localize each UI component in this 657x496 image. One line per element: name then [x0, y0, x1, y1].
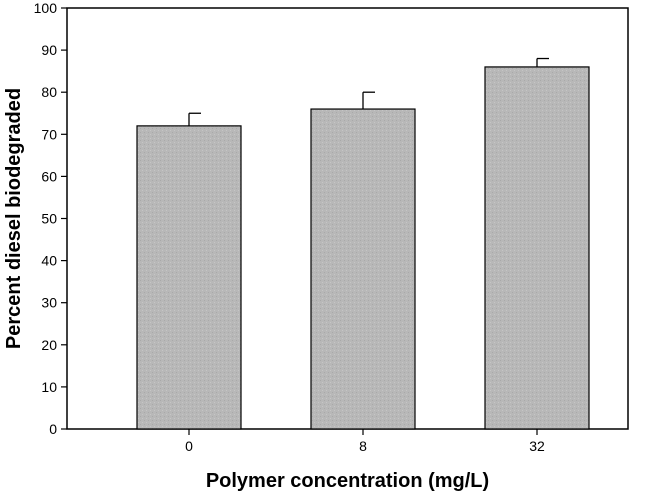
y-tick-label: 50	[41, 211, 57, 227]
bar-32	[484, 66, 590, 430]
y-tick-label: 70	[41, 126, 57, 142]
y-tick-label: 100	[34, 0, 58, 16]
y-tick-label: 20	[41, 337, 57, 353]
y-tick-label: 10	[41, 379, 57, 395]
y-tick-label: 40	[41, 253, 57, 269]
x-ticks: 0 8 32	[185, 429, 545, 454]
error-bar-32	[536, 57, 549, 67]
y-tick-label: 0	[49, 421, 57, 437]
error-bar-0	[188, 112, 201, 126]
y-ticks: 0 10 20 30 40 50 60 70 80 90 100	[34, 0, 67, 437]
y-tick-label: 30	[41, 295, 57, 311]
y-axis-title: Percent diesel biodegraded	[3, 88, 25, 349]
x-tick-label: 8	[359, 438, 367, 454]
x-axis-title: Polymer concentration (mg/L)	[206, 470, 489, 492]
error-bars	[188, 57, 549, 126]
bars	[136, 66, 590, 430]
y-tick-label: 60	[41, 168, 57, 184]
y-tick-label: 90	[41, 42, 57, 58]
bar-0	[136, 125, 242, 430]
error-bar-8	[362, 91, 375, 110]
bar-8	[310, 108, 416, 430]
y-tick-label: 80	[41, 84, 57, 100]
x-tick-label: 0	[185, 438, 193, 454]
x-tick-label: 32	[529, 438, 545, 454]
